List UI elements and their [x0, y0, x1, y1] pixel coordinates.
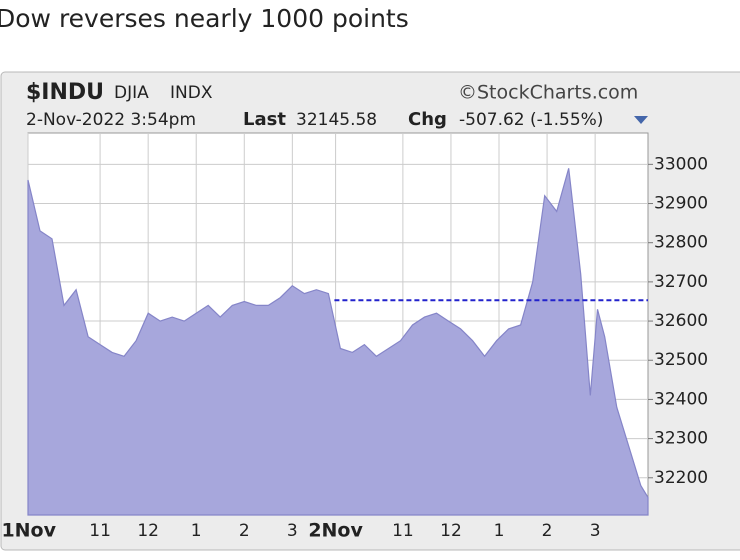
symbol: $INDU — [26, 80, 104, 105]
index-name: DJIA — [114, 83, 149, 103]
area — [27, 168, 649, 516]
x-tick-label: 12 — [440, 521, 462, 541]
x-tick-label: 2 — [239, 521, 250, 541]
x-tick-label: 2 — [542, 521, 553, 541]
last-label: Last — [243, 109, 286, 130]
y-tick-label: 32700 — [654, 272, 708, 292]
x-tick-label: 3 — [590, 521, 601, 541]
source: ©StockCharts.com — [458, 82, 638, 104]
x-tick-label: 1Nov — [1, 520, 56, 542]
y-tick-label: 32200 — [654, 468, 708, 488]
x-tick-label: 1 — [494, 521, 505, 541]
last-value: 32145.58 — [296, 110, 377, 130]
y-tick-label: 32900 — [654, 194, 708, 214]
x-tick-label: 12 — [137, 521, 159, 541]
dropdown-arrow[interactable] — [634, 116, 648, 124]
chg-label: Chg — [408, 109, 447, 130]
exchange: INDX — [170, 83, 213, 103]
y-tick-label: 32800 — [654, 233, 708, 253]
x-tick-label: 11 — [89, 521, 111, 541]
chg-value: -507.62 (-1.55%) — [459, 110, 603, 130]
y-tick-label: 32600 — [654, 311, 708, 331]
y-tick-label: 32500 — [654, 350, 708, 370]
post-text: Dow reverses nearly 1000 points — [0, 4, 409, 33]
x-tick-label: 11 — [392, 521, 414, 541]
x-tick-label: 3 — [287, 521, 298, 541]
y-tick-label: 32300 — [654, 429, 708, 449]
x-tick-label: 1 — [191, 521, 202, 541]
date: 2-Nov-2022 3:54pm — [26, 110, 196, 130]
y-tick-label: 33000 — [654, 154, 708, 174]
y-tick-label: 32400 — [654, 389, 708, 409]
x-tick-label: 2Nov — [308, 520, 363, 542]
